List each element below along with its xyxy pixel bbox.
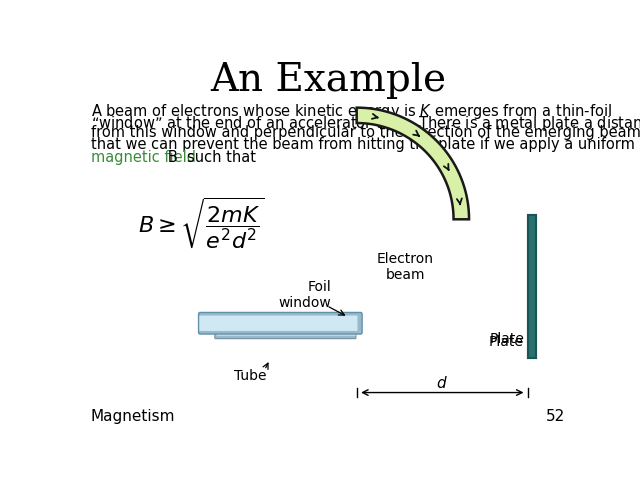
Text: Foil
window: Foil window bbox=[278, 280, 331, 310]
Polygon shape bbox=[356, 108, 469, 219]
FancyBboxPatch shape bbox=[199, 315, 358, 331]
Text: magnetic field: magnetic field bbox=[91, 150, 196, 165]
Text: B  such that: B such that bbox=[154, 150, 257, 165]
Text: 52: 52 bbox=[546, 409, 565, 424]
Text: $B \geq \sqrt{\dfrac{2mK}{e^2 d^2}}$: $B \geq \sqrt{\dfrac{2mK}{e^2 d^2}}$ bbox=[138, 195, 265, 251]
Text: Plate: Plate bbox=[489, 332, 524, 346]
Text: “window” at the end of an accelerator tube. There is a metal plate a distance $d: “window” at the end of an accelerator tu… bbox=[91, 114, 640, 133]
Text: $d$: $d$ bbox=[436, 375, 448, 391]
Text: Magnetism: Magnetism bbox=[91, 409, 175, 424]
FancyBboxPatch shape bbox=[215, 315, 356, 339]
Text: A beam of electrons whose kinetic energy is $K$ emerges from a thin-foil: A beam of electrons whose kinetic energy… bbox=[91, 102, 612, 121]
Bar bbox=[528, 216, 536, 358]
FancyBboxPatch shape bbox=[216, 316, 356, 336]
Text: Plate: Plate bbox=[488, 336, 524, 349]
Text: Tube: Tube bbox=[234, 369, 267, 383]
Text: An Example: An Example bbox=[210, 62, 446, 99]
Bar bbox=[528, 216, 536, 358]
Text: that we can prevent the beam from hitting the plate if we apply a uniform: that we can prevent the beam from hittin… bbox=[91, 137, 635, 152]
FancyBboxPatch shape bbox=[198, 312, 362, 334]
Text: from this window and perpendicular to the direction of the emerging beam. Show: from this window and perpendicular to th… bbox=[91, 125, 640, 140]
Text: Electron
beam: Electron beam bbox=[377, 252, 434, 282]
